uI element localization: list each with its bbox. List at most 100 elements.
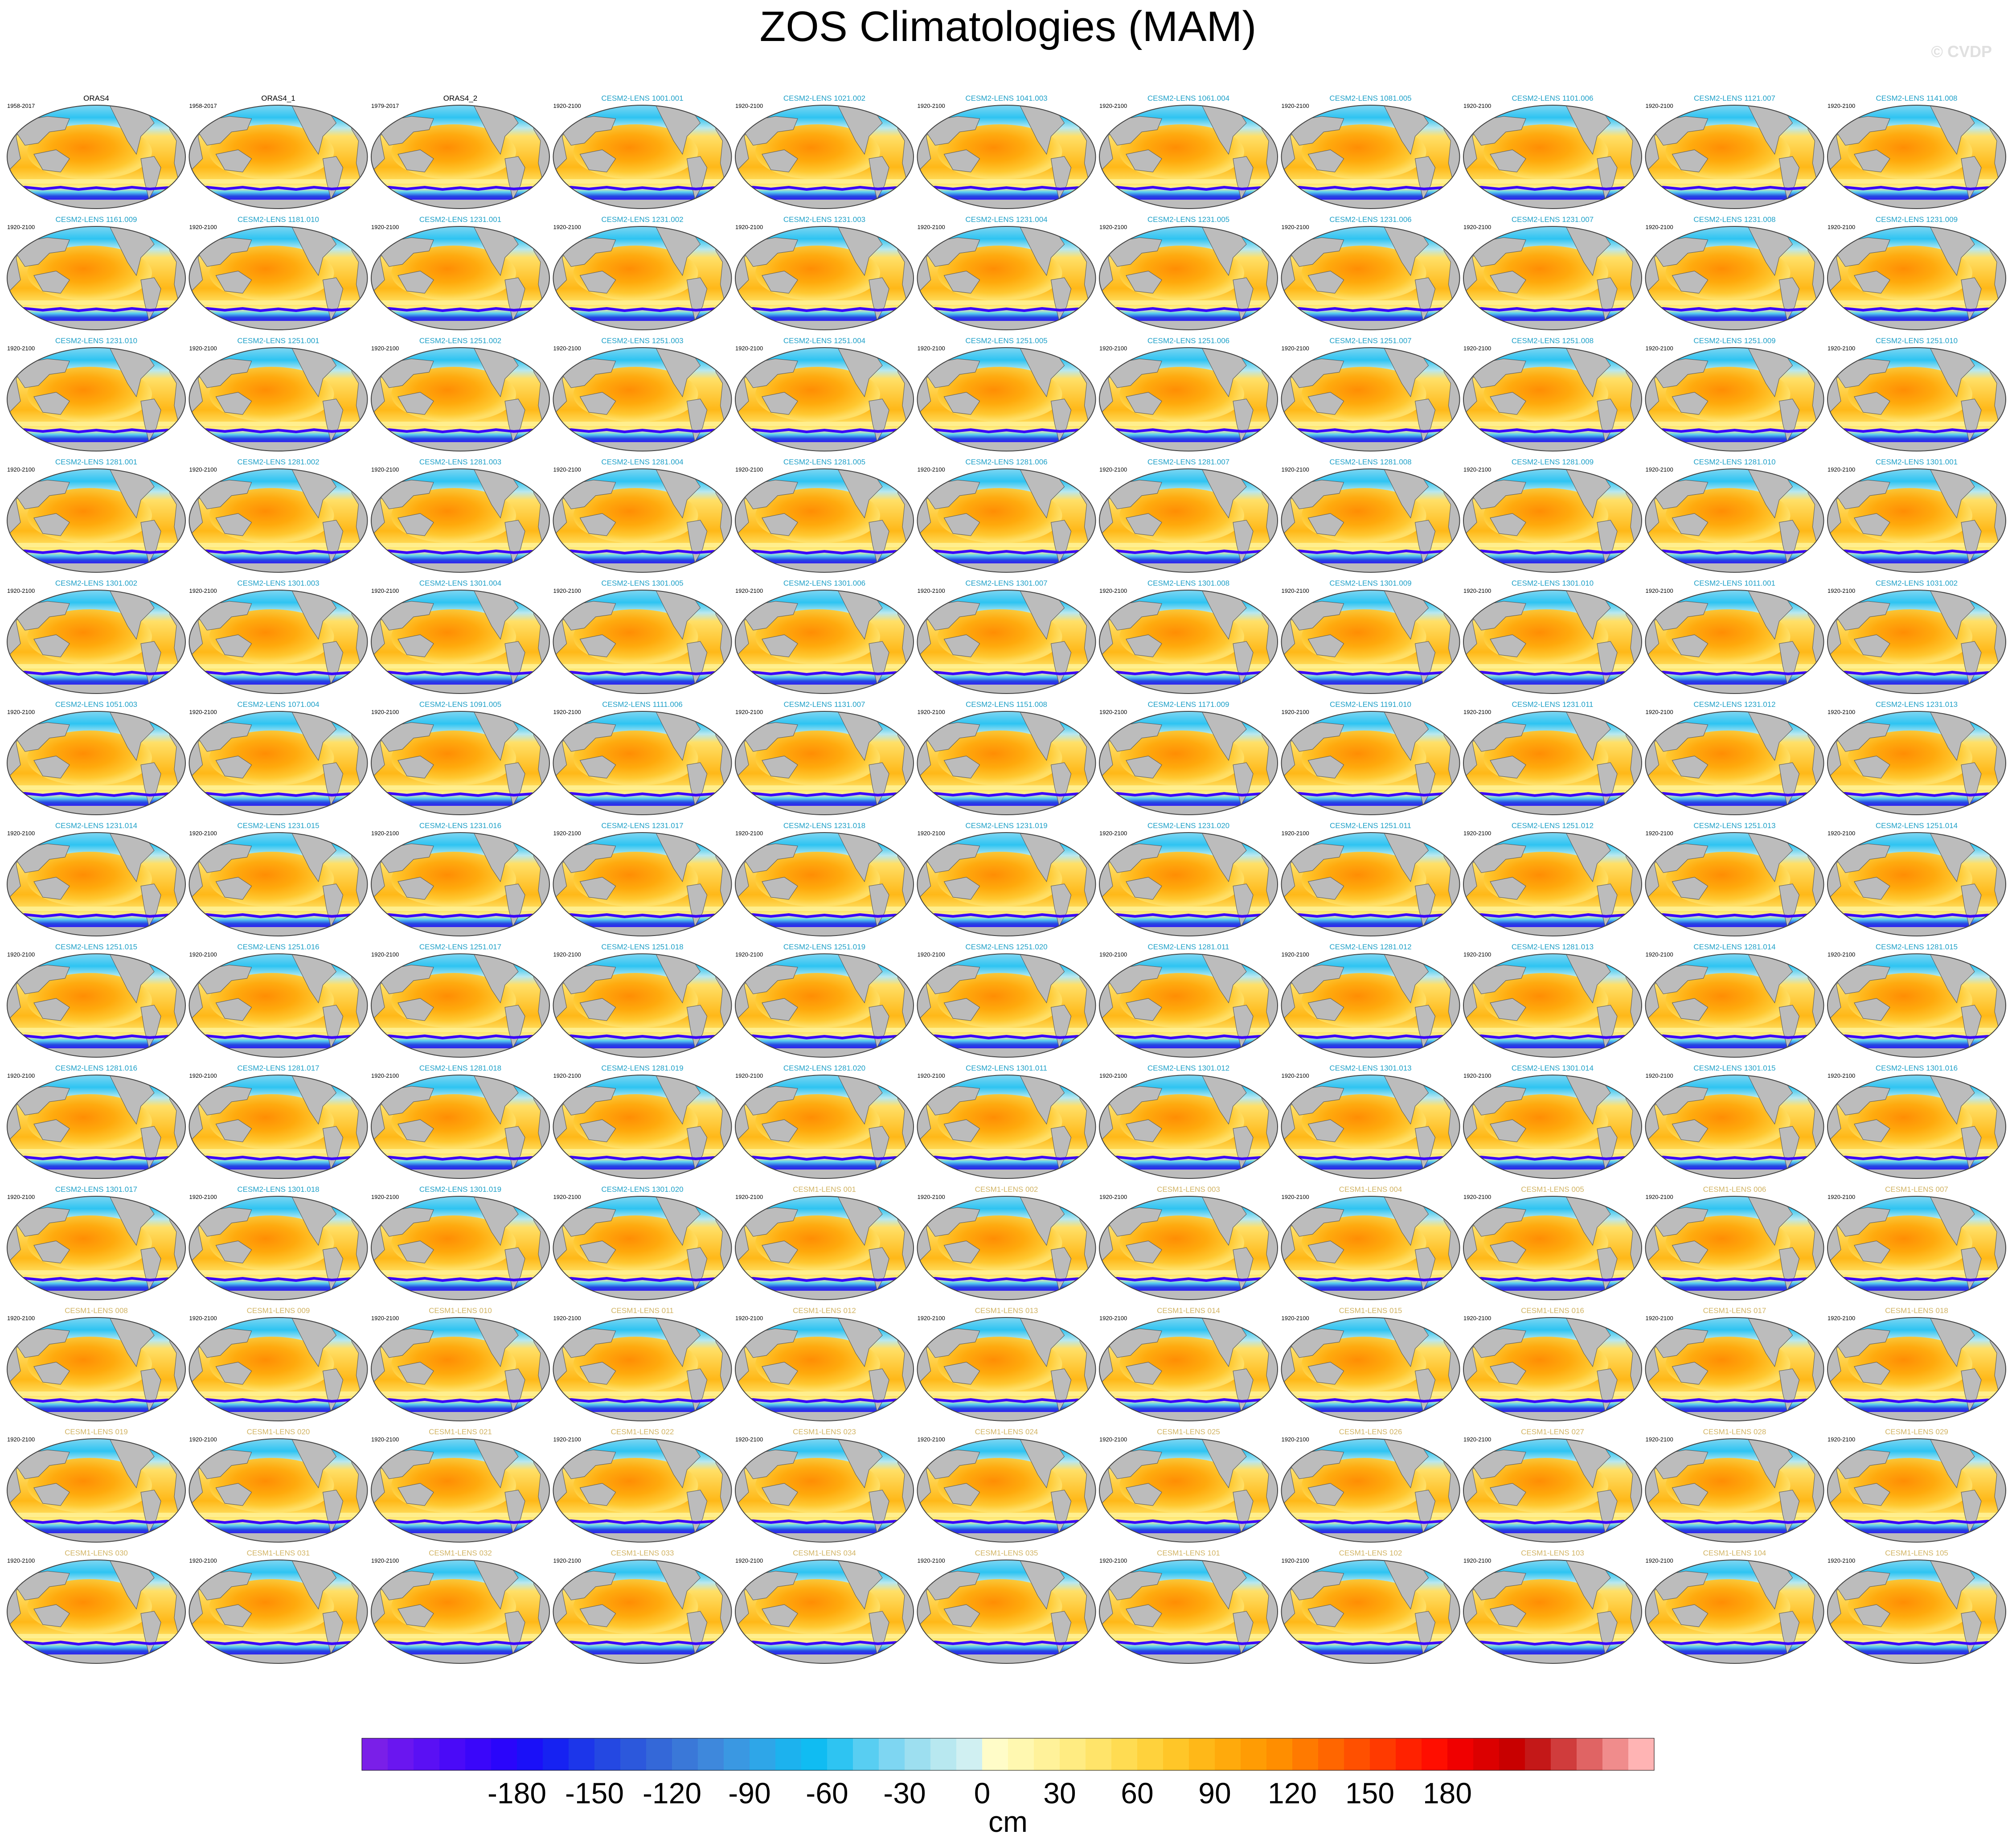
panel-member-label: CESM1-LENS 013 [975,1306,1038,1315]
panel-year-range: 1958-2017 [189,103,217,109]
map-panel: 1920-2100 CESM2-LENS 1301.005 [553,579,732,694]
colorbar-cell [956,1738,983,1770]
panel-member-label: CESM2-LENS 1301.020 [601,1185,683,1194]
zos-map [918,469,1096,572]
panel-year-range: 1920-2100 [735,951,763,958]
map-panel: 1920-2100 CESM2-LENS 1231.009 [1828,215,2006,330]
panel-member-label: CESM2-LENS 1011.001 [1694,579,1775,587]
panel-member-label: CESM2-LENS 1281.017 [237,1064,319,1072]
zos-map [1282,833,1460,936]
zos-map [1646,590,1824,694]
map-panel: 1920-2100 CESM2-LENS 1231.018 [735,821,914,936]
map-panel: 1920-2100 CESM1-LENS 020 [189,1428,368,1542]
zos-map [7,348,185,451]
panel-year-range: 1920-2100 [735,1315,763,1322]
map-panel: 1920-2100 CESM2-LENS 1281.004 [553,458,732,572]
zos-map [189,954,368,1057]
panel-member-label: CESM2-LENS 1231.018 [783,821,865,830]
zos-map [189,1560,368,1663]
map-panel: 1920-2100 CESM2-LENS 1061.004 [1099,94,1278,209]
panel-member-label: CESM1-LENS 029 [1885,1428,1948,1436]
panel-year-range: 1920-2100 [553,1315,581,1322]
panel-member-label: CESM2-LENS 1231.006 [1329,215,1411,224]
zos-map [7,1439,185,1542]
map-panel: 1920-2100 CESM1-LENS 007 [1828,1185,2006,1300]
panel-member-label: CESM1-LENS 019 [65,1428,128,1436]
colorbar: -180 -150 -120 -90 -60 -30 0 30 60 90 120 150 180 cm [361,1738,1655,1838]
map-panel: 1920-2100 CESM1-LENS 034 [735,1549,914,1663]
panel-member-label: CESM2-LENS 1281.001 [55,458,137,466]
panel-member-label: CESM2-LENS 1281.008 [1329,458,1411,466]
map-panel: 1920-2100 CESM2-LENS 1251.008 [1463,337,1642,451]
panel-member-label: CESM1-LENS 006 [1703,1185,1766,1194]
panel-year-range: 1920-2100 [735,103,763,109]
map-panel: 1920-2100 CESM2-LENS 1301.007 [918,579,1096,694]
panel-year-range: 1920-2100 [7,830,35,837]
map-panel: 1920-2100 CESM2-LENS 1231.015 [189,821,368,936]
panel-member-label: CESM2-LENS 1081.005 [1329,94,1411,103]
panel-year-range: 1920-2100 [735,224,763,230]
zos-map [189,105,368,209]
zos-map [918,226,1096,330]
colorbar-cell [982,1738,1008,1770]
zos-map [918,590,1096,694]
panel-member-label: CESM2-LENS 1301.003 [237,579,319,587]
panel-member-label: CESM1-LENS 024 [975,1428,1038,1436]
panel-member-label: CESM2-LENS 1001.001 [601,94,683,103]
map-panel: 1920-2100 CESM2-LENS 1231.007 [1463,215,1642,330]
panel-year-range: 1920-2100 [1828,1072,1855,1079]
map-panel: 1920-2100 CESM2-LENS 1301.019 [371,1185,549,1300]
panel-year-range: 1920-2100 [1099,224,1127,230]
panel-year-range: 1920-2100 [189,587,217,594]
zos-map [1646,711,1824,815]
panel-year-range: 1920-2100 [1463,103,1491,109]
zos-map [1099,105,1278,209]
panel-member-label: CESM1-LENS 003 [1157,1185,1220,1194]
panel-year-range: 1920-2100 [189,1072,217,1079]
zos-map [371,590,549,694]
zos-map [1099,1560,1278,1663]
panel-year-range: 1920-2100 [371,1436,399,1443]
colorbar-cell [879,1738,905,1770]
panel-year-range: 1958-2017 [7,103,35,109]
zos-map [918,1318,1096,1421]
panel-year-range: 1920-2100 [918,709,945,715]
panel-year-range: 1920-2100 [1828,830,1855,837]
panel-member-label: CESM2-LENS 1281.004 [601,458,683,466]
map-panel: 1920-2100 CESM2-LENS 1281.011 [1099,943,1278,1057]
map-panel: 1920-2100 CESM2-LENS 1301.008 [1099,579,1278,694]
zos-map [1463,1439,1642,1542]
panel-member-label: CESM2-LENS 1231.001 [419,215,501,224]
panel-member-label: CESM2-LENS 1191.010 [1330,700,1411,709]
panel-year-range: 1920-2100 [7,1072,35,1079]
panel-member-label: CESM2-LENS 1251.018 [601,943,683,951]
zos-map [1099,1439,1278,1542]
zos-map [7,711,185,815]
map-panel: 1920-2100 CESM2-LENS 1281.009 [1463,458,1642,572]
colorbar-cell [388,1738,414,1770]
panel-year-range: 1920-2100 [1099,1194,1127,1200]
zos-map [7,1318,185,1421]
colorbar-cell [1086,1738,1112,1770]
zos-map [553,1196,732,1300]
panel-member-label: CESM2-LENS 1301.004 [419,579,501,587]
map-panel: 1920-2100 CESM2-LENS 1251.001 [189,337,368,451]
zos-map [1099,1075,1278,1178]
map-panel: 1920-2100 CESM2-LENS 1281.005 [735,458,914,572]
colorbar-cell [620,1738,647,1770]
panel-year-range: 1920-2100 [371,345,399,352]
map-panel: 1920-2100 CESM2-LENS 1281.001 [7,458,185,572]
panel-year-range: 1920-2100 [553,1557,581,1564]
panel-member-label: CESM1-LENS 020 [247,1428,310,1436]
zos-map [7,1196,185,1300]
zos-map [7,833,185,936]
panel-member-label: CESM2-LENS 1021.002 [783,94,865,103]
zos-map [1099,348,1278,451]
panel-year-range: 1920-2100 [189,830,217,837]
panel-member-label: CESM1-LENS 004 [1339,1185,1402,1194]
colorbar-cell [1241,1738,1267,1770]
map-panel: 1920-2100 CESM1-LENS 022 [553,1428,732,1542]
map-panel: 1920-2100 CESM2-LENS 1281.006 [918,458,1096,572]
panel-year-range: 1920-2100 [918,951,945,958]
panel-member-label: CESM2-LENS 1251.006 [1147,337,1229,345]
